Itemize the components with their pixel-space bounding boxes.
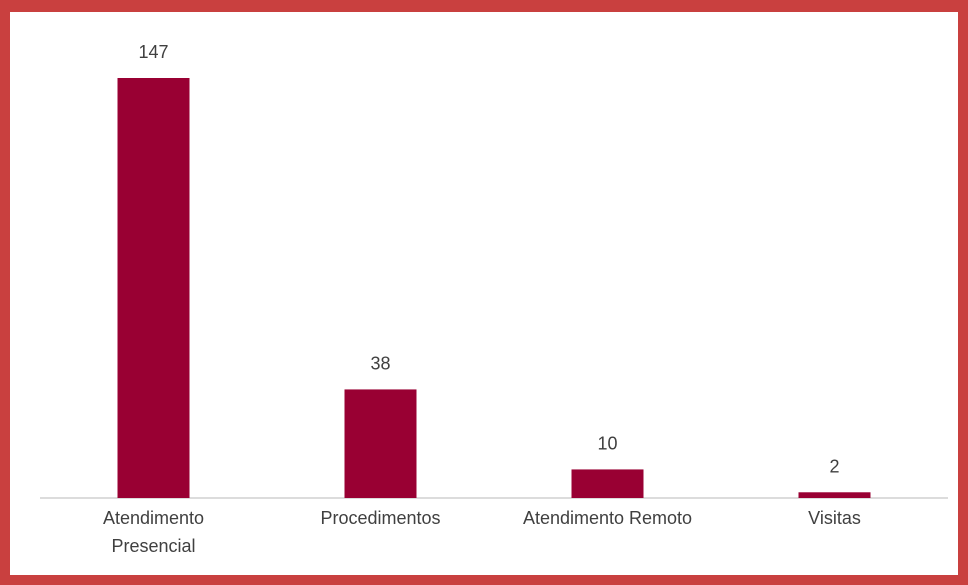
x-tick-label: Atendimento Remoto: [498, 504, 718, 532]
data-label: 10: [597, 433, 617, 453]
bar: [571, 469, 644, 498]
x-tick-label: Procedimentos: [271, 504, 491, 532]
x-tick-text: Procedimentos: [320, 508, 441, 528]
x-tick-label: Atendimento Presencial: [44, 504, 264, 560]
bar: [344, 389, 417, 498]
data-label: 38: [370, 353, 390, 373]
x-tick-text: Atendimento Presencial: [102, 508, 205, 556]
x-tick-text: Visitas: [808, 508, 861, 528]
x-tick-label: Visitas: [725, 504, 945, 532]
bar: [798, 492, 871, 498]
bar: [117, 78, 190, 498]
x-tick-text: Atendimento Remoto: [522, 508, 693, 528]
data-label: 147: [138, 42, 168, 62]
data-label: 2: [829, 456, 839, 476]
